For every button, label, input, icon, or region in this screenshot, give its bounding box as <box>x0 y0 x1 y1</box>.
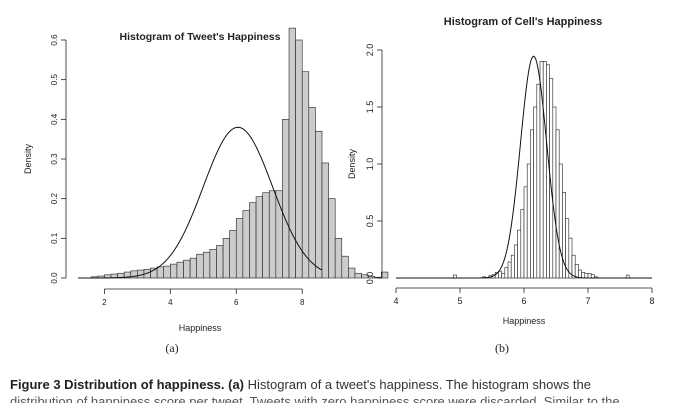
histogram-bar <box>498 270 502 279</box>
histogram-bar <box>268 190 277 279</box>
histogram-bar <box>555 129 560 279</box>
x-tick-label: 6 <box>521 296 526 306</box>
histogram-bar <box>308 107 316 279</box>
x-tick-label: 8 <box>649 296 654 306</box>
chart-title: Histogram of Cell's Happiness <box>444 16 603 28</box>
figure: Histogram of Tweet's Happiness 2 4 6 8 0.0 0.1… <box>23 16 655 355</box>
histogram-bar <box>514 244 518 279</box>
histogram-bar <box>552 106 557 279</box>
histogram-bar <box>510 254 515 279</box>
histogram-bar <box>315 130 323 279</box>
histogram-bar <box>288 27 296 279</box>
caption-text: Histogram of a tweet's happiness. The hi… <box>244 377 591 392</box>
histogram-bar <box>533 106 538 279</box>
x-tick-label: 8 <box>300 298 305 307</box>
normal-density-curve <box>78 126 323 279</box>
y-tick-label: 0.4 <box>50 113 59 125</box>
caption-lead: Figure 3 Distribution of happiness. (a) <box>10 377 245 392</box>
histogram-bar <box>255 196 263 279</box>
x-axis-label: Happiness <box>503 316 546 326</box>
x-tick-label: 4 <box>393 296 398 306</box>
x-tick-label: 6 <box>234 298 239 307</box>
histogram-bar <box>163 265 171 279</box>
histogram-bar <box>176 261 184 279</box>
histogram-bar <box>341 255 349 279</box>
histogram-bar <box>574 264 579 279</box>
histogram-bar <box>170 263 178 279</box>
histogram-bar <box>581 271 586 279</box>
histogram-bar <box>202 251 211 279</box>
histogram-bar <box>504 267 509 279</box>
histogram-panel-a: Histogram of Tweet's Happiness 2 4 6 8 0.0 0.1… <box>23 27 389 355</box>
histogram-bar <box>301 71 310 279</box>
chart-title: Histogram of Tweet's Happiness <box>119 31 280 43</box>
histogram-bar <box>196 253 204 279</box>
histogram-bar <box>189 257 198 279</box>
histogram-bar <box>542 61 547 279</box>
histogram-bar <box>183 259 191 279</box>
y-tick-label: 0.5 <box>365 215 375 228</box>
histogram-bar <box>216 245 224 279</box>
histogram-bar <box>235 218 244 279</box>
histogram-bar <box>328 198 336 279</box>
histogram-bar <box>520 209 525 279</box>
histogram-bar <box>242 210 250 279</box>
histogram-bar <box>348 267 356 279</box>
histogram-bar <box>381 271 389 279</box>
panel-label: (b) <box>495 341 509 355</box>
y-tick-label: 0.1 <box>50 232 59 244</box>
histogram-bar <box>262 192 270 279</box>
y-tick-label: 1.5 <box>365 101 375 114</box>
histogram-bar <box>530 129 534 279</box>
histogram-bar <box>526 163 531 279</box>
histogram-bar <box>584 273 589 279</box>
histogram-bar <box>334 238 343 279</box>
histogram-bar <box>321 162 329 279</box>
x-tick-label: 5 <box>457 296 462 306</box>
histogram-panel-b: Histogram of Cell's Happiness 4 5 6 7 8 0.0 0.5… <box>347 16 655 355</box>
histogram-bar <box>590 274 595 279</box>
histogram-bar <box>354 272 362 279</box>
y-tick-label: 0.5 <box>50 74 59 86</box>
x-tick-label: 2 <box>102 298 107 307</box>
y-tick-label: 2.0 <box>365 44 375 57</box>
histogram-bar <box>571 254 576 279</box>
histogram-bar <box>209 249 217 279</box>
y-tick-label: 0.0 <box>365 272 375 285</box>
panel-label: (a) <box>165 341 178 355</box>
x-tick-label: 4 <box>168 298 173 307</box>
histogram-bar <box>229 230 237 279</box>
histogram-bar <box>558 163 563 279</box>
histogram-bar <box>523 186 528 279</box>
x-axis-label: Happiness <box>179 323 222 333</box>
histogram-bar <box>507 261 512 279</box>
y-tick-label: 0.3 <box>50 153 59 165</box>
histogram-bar <box>156 266 165 279</box>
histogram-bar <box>517 229 522 279</box>
histogram-bar <box>587 273 592 279</box>
y-tick-label: 0.6 <box>50 34 59 46</box>
y-tick-label: 1.0 <box>365 158 375 171</box>
histogram-bar <box>578 269 582 279</box>
normal-density-curve <box>396 55 652 279</box>
caption-continuation: distribution of happiness score per twee… <box>10 394 620 403</box>
y-tick-label: 0.2 <box>50 193 59 205</box>
y-tick-label: 0.0 <box>50 272 59 284</box>
histogram-bar <box>282 119 290 279</box>
x-tick-label: 7 <box>585 296 590 306</box>
y-axis-label: Density <box>347 148 357 179</box>
histogram-bar <box>501 273 506 279</box>
histogram-bar <box>222 238 230 279</box>
histogram-bar <box>249 202 257 279</box>
figure-caption: Figure 3 Distribution of happiness. (a) … <box>10 376 678 403</box>
histogram-bar <box>536 83 541 279</box>
y-axis-label: Density <box>23 143 33 174</box>
